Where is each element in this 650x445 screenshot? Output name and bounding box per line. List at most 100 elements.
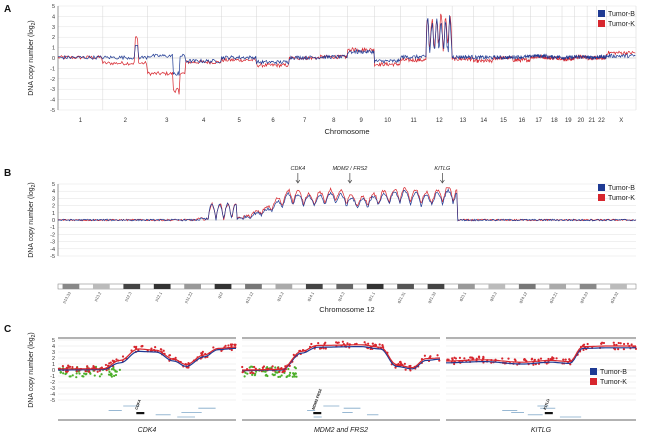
- panel-c-sub-1-tumor-k-point-20: [276, 366, 280, 369]
- panel-c-sub-1-normal-point-57: [250, 365, 253, 368]
- panel-c-sub-2-tumor-k-point-91: [478, 356, 481, 359]
- panel-c-sub-2-tumor-k-point-44: [551, 356, 554, 359]
- panel-b-annotation-arrowhead-2: [440, 179, 445, 184]
- panel-c-sub-2-label: KITLG: [531, 427, 552, 434]
- panel-b-series-tumor-b: [57, 188, 637, 222]
- panel-b-band-label-6: q13.12: [244, 290, 255, 304]
- panel-c-sub-2-tumor-k-point-101: [537, 358, 540, 361]
- panel-c-sub-1-normal-point-5: [277, 375, 280, 379]
- panel-c-sub-0-normal-point-21: [112, 374, 116, 377]
- panel-c-sub-0-tumor-k-point-52: [150, 347, 153, 350]
- panel-c-sub-1-tumor-k-point-129: [336, 341, 339, 344]
- panel-a-xtick-6: 7: [303, 118, 307, 124]
- panel-c-sub-2-tumor-k-point-18: [617, 348, 620, 351]
- panel-c-sub-0-tumor-k-point-79: [162, 349, 165, 352]
- panel-a-ytick-10: -5: [50, 108, 55, 114]
- panel-c-ytick-2: 3: [52, 350, 55, 356]
- panel-b-band-label-17: q24.23: [579, 290, 590, 304]
- panel-c-legend-label-1: Tumor-K: [600, 379, 627, 386]
- panel-c-sub-2-gene-marker-label: KITLG: [543, 398, 551, 410]
- panel-c-sub-1-tumor-k-point-73: [378, 343, 381, 346]
- panel-c-sub-2-tumor-k-point-103: [555, 357, 558, 360]
- panel-c-sub-2-tumor-k-point-38: [451, 357, 454, 360]
- panel-c-sub-1-tumor-k-point-3: [317, 342, 320, 345]
- panel-c-sub-0-tumor-k-point-49: [160, 348, 163, 351]
- panel-a-xlabel: Chromosome: [324, 127, 369, 136]
- panel-c-sub-1-tumor-k-point-106: [394, 366, 397, 369]
- panel-c-sub-0-tumor-k-point-21: [115, 358, 118, 361]
- panel-c-sub-1-tumor-k-point-70: [318, 347, 322, 350]
- panel-b-series-tumor-k: [57, 187, 637, 222]
- panel-b-ideogram-band-11: [397, 284, 414, 289]
- panel-c-sub-2-tumor-k-point-100: [532, 363, 535, 366]
- panel-c-sub-1-tumor-k-point-120: [371, 342, 374, 345]
- panel-c-sub-0-tumor-k-point-84: [84, 370, 87, 373]
- panel-c-ytick-10: -5: [50, 398, 55, 404]
- panel-b-ideogram-band-15: [518, 284, 536, 289]
- panel-b-ylabel: DNA copy number (log2): [28, 182, 37, 258]
- panel-b-ytick-0: 5: [52, 182, 55, 188]
- panel-a-xtick-9: 10: [384, 118, 391, 124]
- panel-c-sub-2-tumor-k-point-8: [602, 341, 606, 345]
- panel-a-panel-label: A: [4, 4, 11, 15]
- panel-c-sub-1-tumor-k-point-104: [403, 362, 406, 365]
- panel-c-sub-2-tumor-k-point-74: [547, 357, 550, 361]
- panel-c-sub-2-tumor-k-point-118: [550, 358, 554, 361]
- panel-c-sub-1-tumor-k-point-85: [253, 365, 256, 369]
- panel-c-sub-0-tumor-k-point-78: [108, 362, 111, 365]
- panel-c-sub-0-tumor-k-point-93: [135, 345, 138, 348]
- panel-c-sub-0-tumor-k-point-99: [130, 349, 133, 352]
- panel-c-sub-0-normal-point-20: [85, 372, 88, 375]
- panel-a-xtick-11: 12: [436, 118, 443, 124]
- panel-b-ytick-8: -3: [50, 240, 55, 246]
- panel-c-sub-2-tumor-k-point-124: [446, 358, 449, 361]
- panel-b-band-label-3: p12.1: [154, 290, 164, 302]
- panel-b-ideogram-band-2: [123, 284, 141, 289]
- panel-c-legend-label-0: Tumor-B: [600, 369, 627, 376]
- panel-a-xtick-10: 11: [410, 118, 417, 124]
- panel-c-sub-1-tumor-k-point-11: [241, 365, 244, 369]
- panel-c-ytick-3: 2: [52, 356, 55, 362]
- panel-b-legend-label-1: Tumor-K: [608, 195, 635, 202]
- panel-b-ideogram-band-18: [610, 284, 627, 289]
- panel-c-sub-1-tumor-k-curve: [242, 344, 440, 371]
- panel-c-sub-0-tumor-k-point-34: [121, 355, 125, 358]
- panel-c-sub-2-tumor-k-point-35: [539, 357, 543, 360]
- panel-c-sub-2-tumor-k-point-66: [513, 358, 516, 361]
- panel-c-sub-2-tumor-k-point-24: [619, 342, 622, 345]
- panel-c-sub-2-tumor-k-point-102: [501, 357, 504, 360]
- panel-b-ytick-3: 2: [52, 204, 55, 210]
- panel-c-sub-0-tumor-k-point-17: [174, 356, 177, 359]
- panel-c-sub-2-tumor-k-point-97: [458, 356, 462, 359]
- panel-c-sub-1-tumor-k-point-121: [398, 361, 402, 364]
- panel-c-sub-0-tumor-k-point-123: [141, 344, 144, 348]
- panel-c-sub-1-tumor-k-point-81: [346, 342, 349, 345]
- panel-c-sub-0-tumor-k-point-88: [154, 346, 157, 349]
- panel-c-sub-1-tumor-k-point-75: [436, 354, 439, 357]
- panel-a-ylabel: DNA copy number (log2): [28, 20, 37, 96]
- panel-b-ideogram-band-5: [214, 284, 232, 289]
- panel-c-sub-0-tumor-k-point-128: [104, 363, 108, 367]
- panel-a-xtick-1: 2: [124, 118, 128, 124]
- panel-b-ytick-10: -5: [50, 254, 55, 260]
- panel-c-sub-0-normal-point-33: [75, 376, 78, 379]
- panel-b-ytick-9: -4: [50, 247, 55, 253]
- panel-c-sub-2-tumor-k-point-117: [507, 357, 510, 360]
- panel-b-band-label-4: p11.22: [183, 290, 194, 304]
- panel-c-sub-0-tumor-k-point-107: [233, 344, 237, 347]
- panel-c-sub-0-normal-point-54: [59, 370, 63, 374]
- panel-a-series-tumor-b: [57, 15, 636, 76]
- panel-b-ideogram-band-1: [92, 284, 110, 289]
- panel-c-sub-2-tumor-k-point-115: [617, 341, 620, 345]
- panel-c-sub-2-tumor-k-point-71: [523, 358, 526, 361]
- panel-a-xtick-16: 17: [535, 118, 542, 124]
- panel-c-sub-2-tumor-b-curve: [446, 347, 636, 365]
- panel-b-band-label-9: q14.3: [336, 290, 346, 302]
- panel-c-sub-0-tumor-k-point-106: [61, 364, 65, 368]
- panel-c-sub-0-tumor-k-point-114: [71, 365, 74, 369]
- panel-c-sub-0-tumor-k-point-67: [96, 370, 99, 373]
- panel-b-band-label-13: q23.1: [458, 290, 468, 302]
- panel-b-ideogram-band-10: [366, 284, 384, 289]
- panel-c-sub-2-tumor-k-point-128: [564, 358, 567, 361]
- panel-c-sub-0-normal-point-43: [89, 372, 92, 375]
